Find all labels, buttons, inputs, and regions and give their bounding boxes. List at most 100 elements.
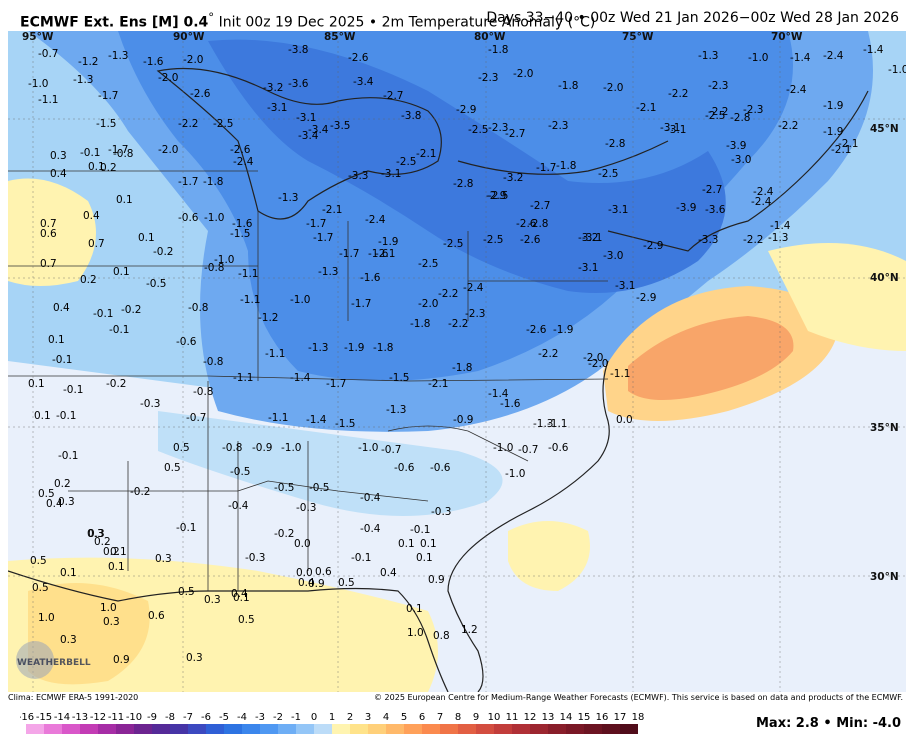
anomaly-value: -1.0 (358, 442, 379, 454)
colorbar-tick-label: 3 (365, 712, 371, 723)
anomaly-value: -0.9 (453, 414, 474, 426)
colorbar-tick-label: 17 (614, 712, 627, 723)
colorbar-tick-label: 11 (506, 712, 519, 723)
anomaly-value: -2.6 (526, 324, 547, 336)
anomaly-value: -3.1 (296, 112, 317, 124)
anomaly-value: -1.6 (500, 398, 521, 410)
anomaly-value: -1.7 (178, 176, 199, 188)
colorbar-swatch (242, 724, 260, 734)
grid-labels: 95°W 90°W 85°W 80°W 75°W 70°W 45°N 40°N … (22, 31, 899, 583)
anomaly-value: -0.1 (52, 354, 73, 366)
anomaly-value: -1.7 (536, 162, 557, 174)
anomaly-value: -1.7 (339, 248, 360, 260)
anomaly-value: -1.5 (389, 372, 410, 384)
offshore-warm-core (628, 316, 794, 400)
anomaly-value: -3.8 (401, 110, 422, 122)
anomaly-value: -0.8 (193, 386, 214, 398)
anomaly-value: -3.1 (267, 102, 288, 114)
colorbar-swatch (152, 724, 170, 734)
colorbar-tick-label: -9 (147, 712, 157, 723)
anomaly-value: 0.3 (87, 528, 104, 540)
anomaly-value: -0.3 (431, 506, 452, 518)
anomaly-value: 0.1 (60, 567, 77, 579)
anomaly-value: 0.1 (48, 334, 65, 346)
anomaly-value: 0.4 (380, 567, 397, 579)
anomaly-value: -3.4 (308, 124, 329, 136)
anomaly-value: -2.3 (548, 120, 569, 132)
anomaly-value: 0.1 (233, 592, 250, 604)
anomaly-value: 0.4 (231, 588, 248, 600)
coastlines (8, 67, 869, 692)
anomaly-value: -0.6 (178, 212, 199, 224)
anomaly-value: -3.1 (615, 280, 636, 292)
anomaly-value: -1.0 (28, 78, 49, 90)
anomaly-value: 0.4 (50, 168, 67, 180)
colorbar-tick-label: -13 (72, 712, 88, 723)
anomaly-value: -2.2 (778, 120, 799, 132)
anomaly-value: -0.5 (230, 466, 251, 478)
anomaly-value: -1.7 (313, 232, 334, 244)
anomaly-value: 0.5 (38, 488, 55, 500)
anomaly-value: -2.1 (428, 378, 449, 390)
anomaly-value: -1.8 (556, 160, 577, 172)
anomaly-value: 0.3 (204, 594, 221, 606)
anomaly-value: -3.6 (705, 204, 726, 216)
anomaly-value: -0.1 (58, 450, 79, 462)
colorbar-tick-label: -2 (273, 712, 283, 723)
colorbar-swatch (620, 724, 638, 734)
anomaly-value: -1.0 (748, 52, 769, 64)
anomaly-value: 0.1 (88, 161, 105, 173)
anomaly-value: -0.5 (146, 278, 167, 290)
anomaly-value: -3.9 (726, 140, 747, 152)
anomaly-value: -2.4 (365, 214, 386, 226)
colorbar-tick-label: -4 (237, 712, 247, 723)
anomaly-value: -0.8 (113, 148, 134, 160)
anomaly-value: -2.3 (488, 122, 509, 134)
anomaly-value: 0.1 (420, 538, 437, 550)
anomaly-value: -3.2 (263, 82, 284, 94)
anomaly-value: -2.1 (375, 248, 396, 260)
anomaly-value: -2.8 (528, 218, 549, 230)
anomaly-value: 0.3 (50, 150, 67, 162)
anomaly-value: -2.4 (823, 50, 844, 62)
anomaly-value: -3.9 (676, 202, 697, 214)
anomaly-value: 0.5 (30, 555, 47, 567)
anomaly-value: -1.9 (553, 324, 574, 336)
anomaly-value: -0.1 (56, 410, 77, 422)
anomaly-value: -1.4 (863, 44, 884, 56)
anomaly-value: -1.0 (204, 212, 225, 224)
anomaly-value: -1.4 (790, 52, 811, 64)
anomaly-value: -0.1 (80, 147, 101, 159)
anomaly-value: -0.1 (351, 552, 372, 564)
anomaly-value: -1.4 (306, 414, 327, 426)
anomaly-value: 0.1 (108, 561, 125, 573)
anomaly-value: -3.3 (348, 170, 369, 182)
weatherbell-logo: WEATHERBELL (13, 638, 95, 682)
colorbar-swatch (476, 724, 494, 734)
anomaly-value: -1.0 (493, 442, 514, 454)
anomaly-value: -1.5 (335, 418, 356, 430)
anomaly-value: -2.6 (516, 218, 537, 230)
anomaly-value: -0.4 (360, 523, 381, 535)
anomaly-value: 0.9 (308, 578, 325, 590)
anomaly-value: -2.8 (730, 112, 751, 124)
anomaly-value: -0.6 (394, 462, 415, 474)
anomaly-value: 0.1 (113, 266, 130, 278)
anomaly-value: -2.6 (190, 88, 211, 100)
colorbar-swatch (26, 724, 44, 734)
anomaly-value: 0.5 (164, 462, 181, 474)
anomaly-value: -2.1 (838, 138, 859, 150)
anomaly-value: -1.3 (698, 50, 719, 62)
anomaly-value: -1.6 (143, 56, 164, 68)
anomaly-value: -0.2 (130, 486, 151, 498)
anomaly-value: 0.5 (238, 614, 255, 626)
colorbar-swatch (332, 724, 350, 734)
anomaly-value: -2.2 (178, 118, 199, 130)
anomaly-value: 0.4 (53, 302, 70, 314)
colorbar-svg: -16-15-14-13-12-11-10-9-8-7-6-5-4-3-2-10… (18, 712, 644, 734)
anomaly-value: -2.0 (158, 144, 179, 156)
anomaly-value: -2.6 (520, 234, 541, 246)
colorbar-swatch (98, 724, 116, 734)
anomaly-value: -1.3 (386, 404, 407, 416)
anomaly-value: -2.2 (538, 348, 559, 360)
